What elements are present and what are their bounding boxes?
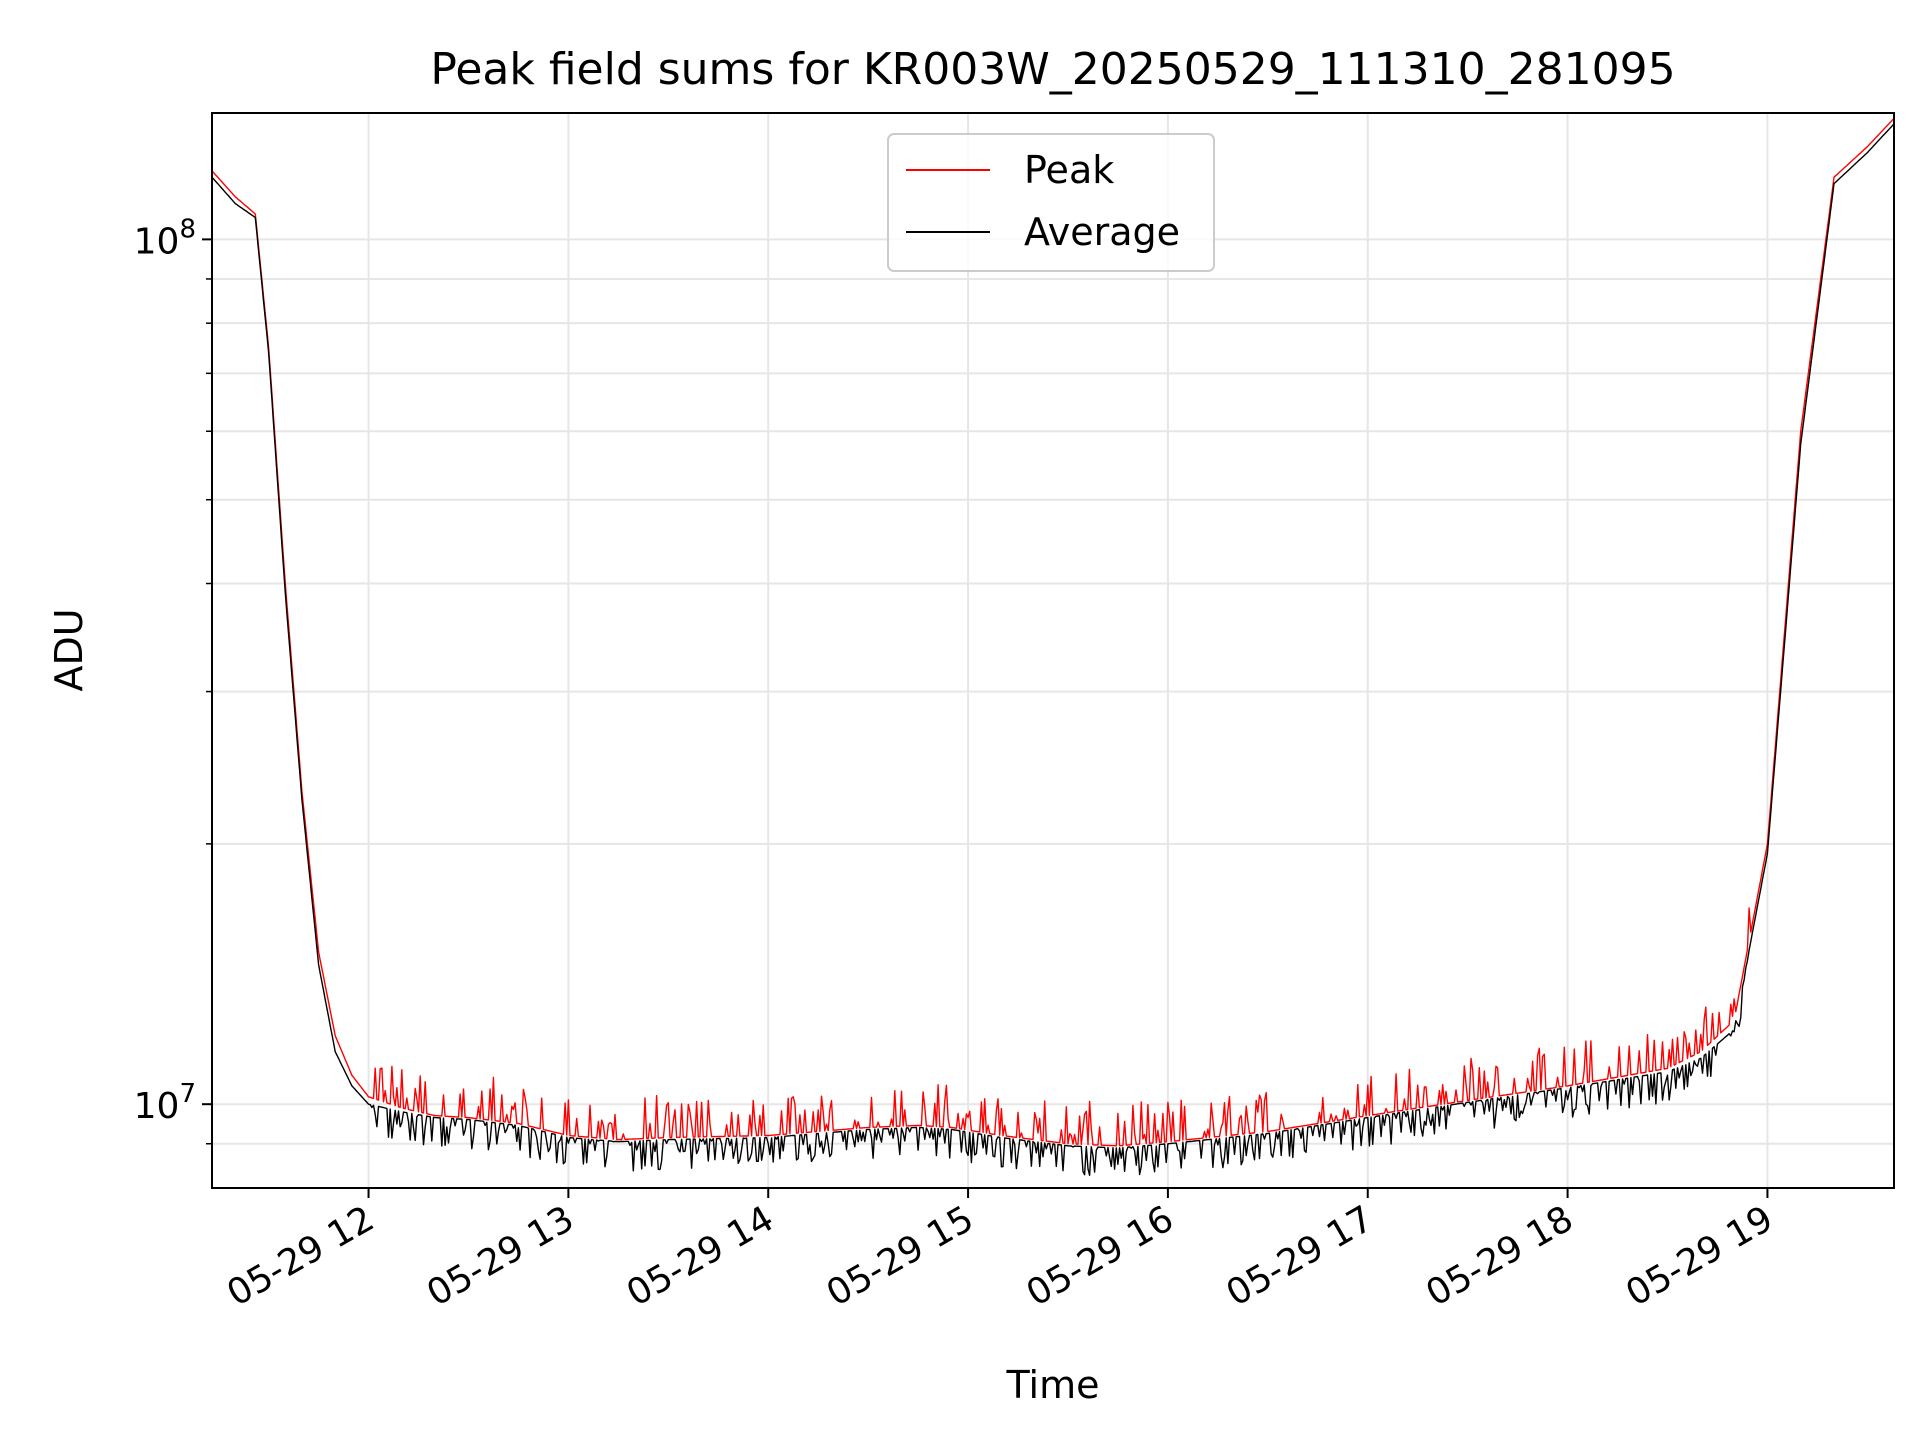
series-line-average — [211, 123, 1895, 1176]
y-tick-label: 108 — [134, 214, 196, 262]
legend-label-peak: Peak — [1024, 148, 1114, 192]
y-axis-label: ADU — [47, 608, 91, 691]
series-line-peak — [211, 117, 1895, 1147]
legend: Peak Average — [887, 133, 1215, 272]
x-axis-label: Time — [1006, 1363, 1100, 1407]
legend-box — [887, 133, 1215, 272]
series-layer — [211, 117, 1895, 1176]
plot-frame — [211, 112, 1895, 1189]
plot-area — [212, 113, 1894, 1188]
legend-label-average: Average — [1024, 210, 1180, 254]
y-tick-label: 107 — [134, 1079, 196, 1127]
chart-title: Peak field sums for KR003W_20250529_1113… — [430, 44, 1675, 95]
